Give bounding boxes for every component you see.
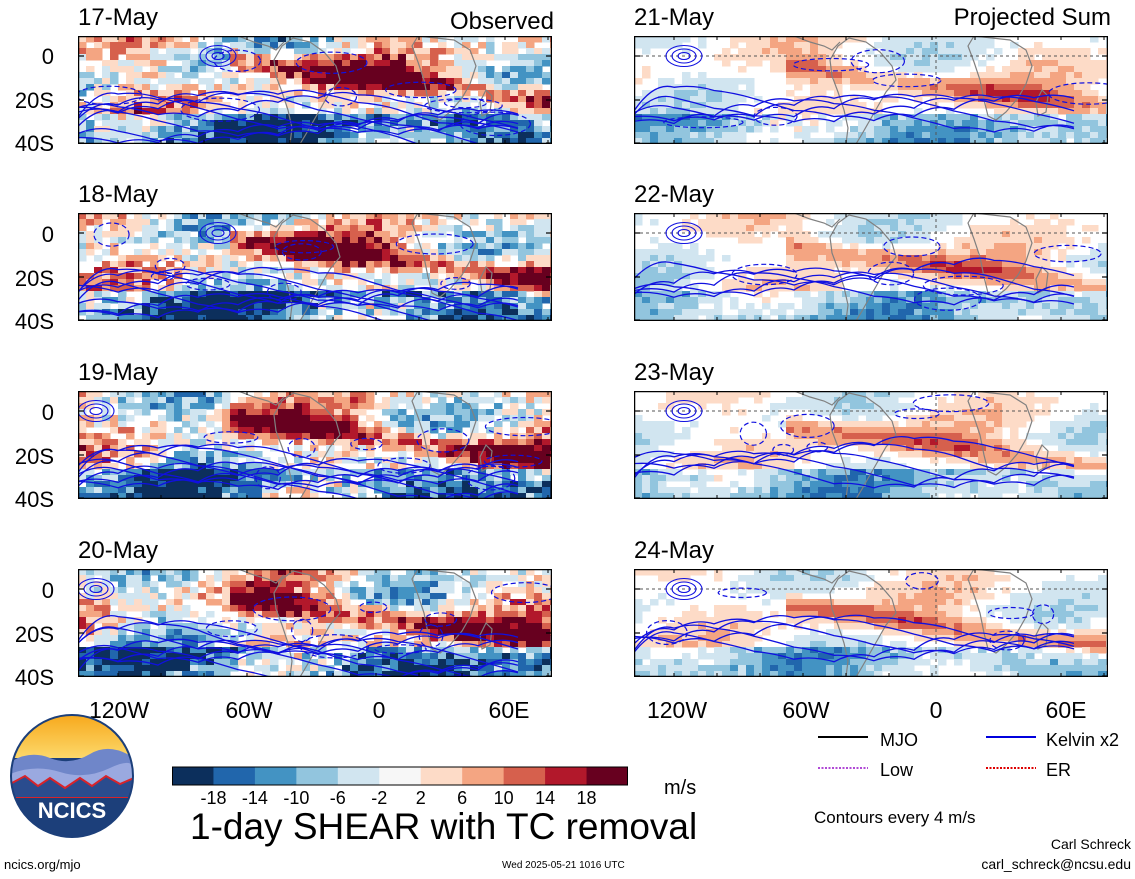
lat-tick-label: 0 xyxy=(41,222,54,247)
projected-title: Projected Sum xyxy=(953,4,1111,31)
observed-title: Observed xyxy=(449,8,554,35)
lon-tick-label: 120W xyxy=(88,697,150,723)
lat-tick-label: 40S xyxy=(14,131,54,156)
legend-label-er: ER xyxy=(1046,760,1072,780)
legend-line-mjo xyxy=(818,736,868,738)
shear-map-panel xyxy=(78,391,552,499)
author-name: Carl Schreck xyxy=(1050,836,1131,852)
lat-tick-label: 20S xyxy=(14,266,54,291)
panel-date-label: 22-May xyxy=(634,181,715,208)
panel-date-label: 18-May xyxy=(78,181,159,208)
lon-tick-label: 0 xyxy=(929,697,943,723)
colorbar-tick-label: -14 xyxy=(241,788,268,808)
lon-tick-label: 60W xyxy=(225,697,273,723)
timestamp: Wed 2025-05-21 1016 UTC xyxy=(502,860,625,871)
colorbar-box xyxy=(296,767,339,785)
colorbar-box xyxy=(503,767,546,785)
site-url: ncics.org/mjo xyxy=(4,857,81,872)
panel-date-label: 19-May xyxy=(78,359,159,386)
lat-tick-label: 40S xyxy=(14,665,54,690)
colorbar-unit: m/s xyxy=(664,777,697,799)
panel-date-label: 23-May xyxy=(634,359,715,386)
lon-tick-label: 120W xyxy=(646,697,708,723)
colorbar-box xyxy=(420,767,463,785)
colorbar-box xyxy=(213,767,256,785)
lat-tick-label: 40S xyxy=(14,487,54,512)
author-email: carl_schreck@ncsu.edu xyxy=(981,856,1131,872)
lat-tick-label: 0 xyxy=(41,400,54,425)
shear-map-panel xyxy=(634,391,1108,499)
colorbar-tick-label: 14 xyxy=(535,788,556,808)
colorbar-tick-label: 18 xyxy=(576,788,597,808)
legend-label-low: Low xyxy=(880,760,914,780)
lon-tick-label: 60E xyxy=(488,697,530,723)
legend-line-low xyxy=(818,767,868,769)
logo-text: NCICS xyxy=(38,798,106,823)
lat-tick-label: 0 xyxy=(41,578,54,603)
colorbar-box xyxy=(337,767,380,785)
colorbar-box xyxy=(586,767,628,785)
lon-tick-label: 60E xyxy=(1045,697,1087,723)
colorbar-box xyxy=(545,767,588,785)
contour-note: Contours every 4 m/s xyxy=(814,808,976,827)
panel-date-label: 17-May xyxy=(78,4,159,31)
colorbar-box xyxy=(172,767,214,785)
colorbar xyxy=(172,766,628,786)
shear-map-panel xyxy=(78,36,552,144)
ncics-logo: NCICS xyxy=(10,714,134,838)
colorbar-tick-label: 10 xyxy=(493,788,514,808)
colorbar-tick-label: -2 xyxy=(371,788,388,808)
legend-line-kelvin xyxy=(986,736,1036,738)
colorbar-tick-label: 6 xyxy=(457,788,468,808)
colorbar-box xyxy=(379,767,422,785)
shear-map-panel xyxy=(78,213,552,321)
colorbar-box xyxy=(254,767,297,785)
lat-tick-label: 20S xyxy=(14,444,54,469)
lat-tick-label: 20S xyxy=(14,622,54,647)
panel-date-label: 24-May xyxy=(634,537,715,564)
legend-label-kelvin: Kelvin x2 xyxy=(1046,730,1120,750)
lon-tick-label: 0 xyxy=(372,697,386,723)
lat-tick-label: 0 xyxy=(41,44,54,69)
panel-date-label: 21-May xyxy=(634,4,715,31)
chart-title: 1-day SHEAR with TC removal xyxy=(190,806,698,847)
lat-tick-label: 40S xyxy=(14,309,54,334)
shear-map-panel xyxy=(78,569,552,677)
shear-map-panel xyxy=(634,36,1108,144)
colorbar-tick-label: -10 xyxy=(283,788,310,808)
lon-tick-label: 60W xyxy=(782,697,830,723)
legend-label-mjo: MJO xyxy=(880,730,918,750)
shear-map-panel xyxy=(634,213,1108,321)
colorbar-tick-label: 2 xyxy=(415,788,426,808)
lat-tick-label: 20S xyxy=(14,88,54,113)
legend-line-er xyxy=(986,767,1036,769)
colorbar-tick-label: -18 xyxy=(200,788,227,808)
colorbar-tick-label: -6 xyxy=(329,788,346,808)
panel-date-label: 20-May xyxy=(78,537,159,564)
colorbar-box xyxy=(462,767,505,785)
shear-map-panel xyxy=(634,569,1108,677)
